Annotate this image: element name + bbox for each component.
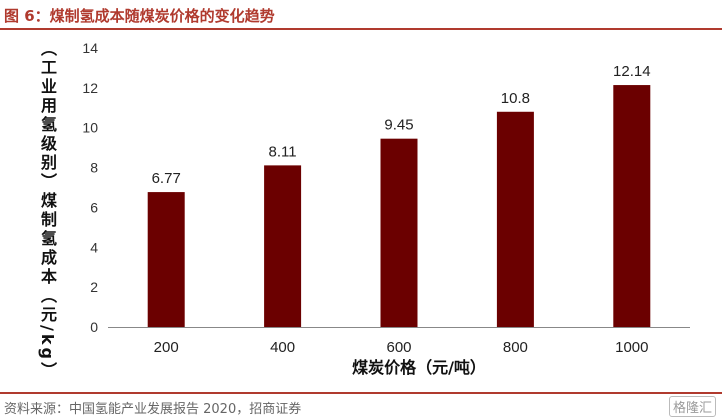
x-tick-label-400: 400: [270, 339, 295, 356]
bar-800: [496, 111, 534, 328]
x-tick-label-800: 800: [503, 339, 528, 356]
footer-divider: [0, 392, 722, 394]
source-note: 资料来源：中国氢能产业发展报告 2020，招商证券: [4, 402, 302, 417]
y-tick-label-4: 4: [90, 239, 98, 255]
y-tick-label-12: 12: [82, 80, 98, 96]
y-tick-label-14: 14: [82, 40, 98, 56]
bar-200: [147, 192, 185, 327]
bar-400: [264, 165, 302, 327]
x-tick-label-1000: 1000: [615, 339, 648, 356]
value-label-600: 9.45: [384, 117, 413, 134]
bars: [147, 85, 651, 328]
y-tick-label-8: 8: [90, 160, 98, 176]
watermark-logo: 格隆汇: [668, 396, 716, 417]
y-tick-label-10: 10: [82, 120, 98, 136]
x-tick-label-200: 200: [154, 339, 179, 356]
x-tick-label-600: 600: [386, 339, 411, 356]
title-divider: [0, 28, 722, 30]
bar-1000: [613, 85, 651, 328]
value-label-800: 10.8: [501, 90, 530, 107]
figure-title: 图 6：煤制氢成本随煤炭价格的变化趋势: [4, 7, 275, 25]
y-axis-ticks: 0 2 4 6 8 10 12 14: [82, 40, 98, 335]
bar-chart: 0 2 4 6 8 10 12 14 200 400 600 800 1000 6.77 8.11 9.4…: [82, 40, 690, 377]
value-label-1000: 12.14: [613, 63, 651, 80]
y-tick-label-6: 6: [90, 199, 98, 215]
bar-600: [380, 138, 418, 327]
y-tick-label-2: 2: [90, 279, 98, 295]
value-label-400: 8.11: [269, 143, 297, 160]
value-label-200: 6.77: [152, 170, 181, 187]
x-axis-ticks: 200 400 600 800 1000: [154, 339, 649, 356]
x-axis-label: 煤炭价格（元/吨）: [352, 358, 486, 377]
y-axis-label: （工业用氢级别）煤制氢成本（元/kg）: [38, 40, 57, 381]
value-labels: 6.77 8.11 9.45 10.8 12.14: [152, 63, 651, 187]
y-tick-label-0: 0: [90, 319, 98, 335]
